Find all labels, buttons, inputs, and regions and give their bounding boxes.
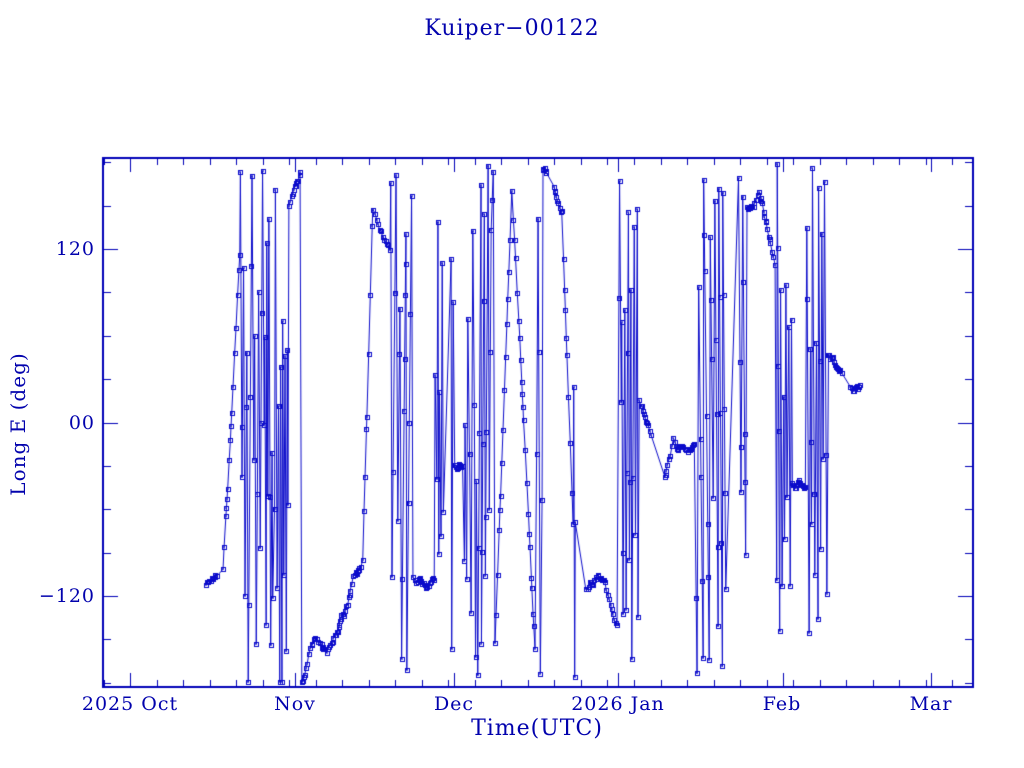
x-tick-label-dec: Dec: [433, 693, 475, 715]
y-axis-label: Long E (deg): [6, 352, 30, 496]
y-tick-label-00: 00: [68, 412, 95, 434]
x-tick-label-2026-jan: 2026 Jan: [571, 693, 665, 715]
chart-title: Kuiper−00122: [424, 16, 600, 41]
y-tick-label-120: 120: [55, 238, 95, 260]
y-tick-label-neg120: −120: [38, 585, 95, 607]
x-axis-label: Time(UTC): [471, 716, 603, 741]
x-tick-label-mar: Mar: [909, 693, 953, 715]
x-tick-label-nov: Nov: [274, 693, 316, 715]
x-tick-label-2025-oct: 2025 Oct: [81, 693, 179, 715]
x-tick-label-feb: Feb: [762, 693, 802, 715]
